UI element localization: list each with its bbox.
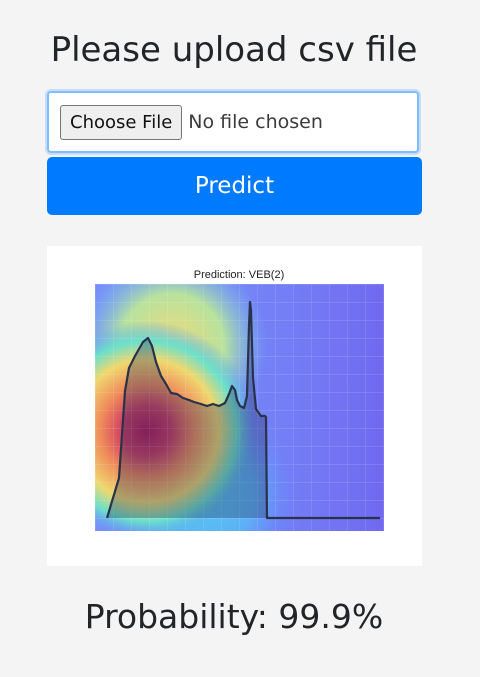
plot-title: Prediction: VEB(2) [194, 269, 284, 281]
choose-file-button[interactable]: Choose File [60, 104, 183, 140]
file-status-text: No file chosen [188, 111, 323, 133]
file-upload-input[interactable]: Choose File No file chosen [47, 91, 419, 153]
signal-waveform [105, 300, 380, 520]
probability-result: Probability: 99.9% [84, 597, 384, 636]
page-title: Please upload csv file [50, 30, 418, 70]
prediction-heatmap-image: Prediction: VEB(2) [95, 269, 384, 531]
heatmap-overlay [95, 284, 384, 531]
prediction-plot-card: Prediction: VEB(2) [47, 246, 422, 566]
predict-button[interactable]: Predict [47, 157, 422, 215]
